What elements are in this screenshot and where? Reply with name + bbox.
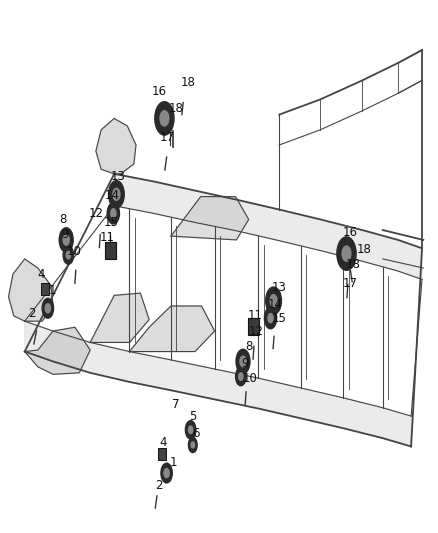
Polygon shape: [90, 293, 149, 342]
Circle shape: [113, 188, 120, 200]
Text: 9: 9: [241, 357, 249, 370]
Circle shape: [342, 246, 351, 261]
Text: 4: 4: [159, 436, 167, 449]
Circle shape: [188, 426, 193, 433]
Text: 10: 10: [243, 373, 258, 385]
Text: 8: 8: [245, 340, 252, 353]
Text: 5: 5: [189, 410, 197, 423]
Circle shape: [265, 308, 277, 329]
Text: 9: 9: [62, 228, 69, 241]
Circle shape: [59, 228, 73, 252]
Circle shape: [185, 421, 196, 439]
Text: 6: 6: [193, 427, 200, 440]
Text: 15: 15: [103, 216, 118, 229]
Circle shape: [236, 368, 246, 386]
Text: 14: 14: [105, 189, 120, 201]
Polygon shape: [171, 197, 249, 240]
Text: 18: 18: [357, 243, 371, 256]
Polygon shape: [130, 306, 215, 352]
Circle shape: [160, 111, 169, 126]
Circle shape: [266, 287, 282, 314]
Circle shape: [107, 203, 120, 224]
Polygon shape: [114, 174, 422, 279]
Polygon shape: [9, 259, 53, 321]
Circle shape: [155, 102, 174, 135]
Circle shape: [239, 373, 243, 381]
Circle shape: [42, 298, 53, 318]
Polygon shape: [25, 321, 411, 447]
Text: 1: 1: [49, 284, 56, 297]
Circle shape: [236, 349, 250, 374]
Text: 16: 16: [343, 226, 357, 239]
Text: 1: 1: [170, 456, 177, 469]
Text: 2: 2: [28, 307, 36, 320]
FancyBboxPatch shape: [41, 283, 49, 295]
Circle shape: [109, 181, 124, 208]
Text: 13: 13: [110, 171, 125, 183]
Text: 2: 2: [155, 479, 162, 492]
Circle shape: [268, 313, 273, 322]
Text: 13: 13: [272, 281, 287, 294]
Text: 17: 17: [160, 131, 175, 144]
Text: 17: 17: [343, 277, 357, 290]
Text: 14: 14: [267, 298, 283, 311]
Circle shape: [240, 356, 246, 367]
Text: 16: 16: [151, 85, 166, 98]
Circle shape: [164, 469, 169, 478]
Text: 18: 18: [346, 259, 361, 271]
Circle shape: [191, 442, 194, 448]
Text: 11: 11: [100, 231, 115, 244]
Circle shape: [45, 304, 50, 313]
Polygon shape: [25, 327, 90, 374]
Text: 18: 18: [169, 102, 184, 115]
Text: 18: 18: [181, 76, 196, 89]
Circle shape: [111, 209, 116, 218]
Text: 15: 15: [272, 312, 287, 325]
Circle shape: [337, 237, 356, 270]
FancyBboxPatch shape: [248, 318, 259, 335]
FancyBboxPatch shape: [106, 242, 117, 259]
Circle shape: [63, 246, 74, 264]
Text: 10: 10: [67, 245, 81, 258]
Circle shape: [188, 438, 197, 453]
Text: 7: 7: [172, 398, 179, 411]
Circle shape: [161, 463, 172, 483]
Circle shape: [63, 235, 69, 245]
Text: 12: 12: [88, 207, 103, 220]
FancyBboxPatch shape: [158, 448, 166, 460]
Circle shape: [66, 252, 71, 259]
Text: 11: 11: [247, 309, 262, 322]
Text: 4: 4: [37, 268, 45, 280]
Circle shape: [270, 295, 277, 307]
Text: 12: 12: [249, 325, 264, 337]
Polygon shape: [96, 118, 136, 174]
Text: 8: 8: [59, 213, 67, 226]
